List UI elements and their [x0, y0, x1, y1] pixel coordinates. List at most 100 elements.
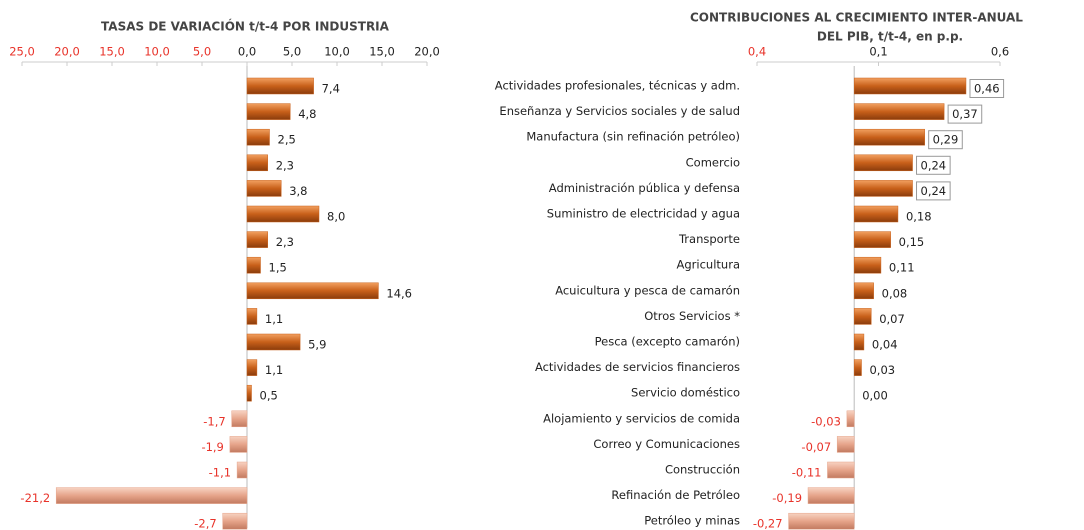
label-box [947, 104, 983, 124]
label-box [928, 130, 963, 150]
value-label: 0,15 [899, 235, 925, 249]
bar [853, 77, 967, 95]
value-label: 2,3 [276, 235, 294, 249]
category-label: Suministro de electricidad y agua [547, 207, 740, 221]
bar [827, 461, 855, 479]
value-label: -1,1 [209, 466, 231, 480]
x-tick-label: 15,0 [99, 45, 125, 59]
bar [853, 256, 882, 274]
category-label: Construcción [665, 463, 740, 477]
value-label: -0,19 [772, 491, 802, 505]
x-tick-label: 0,0 [238, 45, 256, 59]
value-label: 0,03 [869, 363, 895, 377]
chart-title: TASAS DE VARIACIÓN t/t-4 POR INDUSTRIA [101, 19, 390, 34]
bar [246, 333, 301, 351]
value-label: 1,1 [265, 312, 283, 326]
value-label: -2,7 [194, 517, 216, 530]
category-label: Administración pública y defensa [549, 181, 740, 195]
bar [246, 231, 268, 248]
value-label: 0,08 [882, 286, 908, 300]
value-label: 0,00 [862, 389, 888, 403]
value-label: 0,5 [260, 389, 278, 403]
category-label: Refinación de Petróleo [611, 488, 740, 502]
value-label: 3,8 [289, 184, 307, 198]
x-tick-label: 5,0 [193, 45, 211, 59]
value-label: 14,6 [386, 286, 412, 300]
x-tick-label: 10,0 [324, 45, 350, 59]
value-label: -1,9 [201, 440, 223, 454]
category-label: Agricultura [677, 258, 740, 272]
bar [246, 308, 258, 325]
value-label: -0,11 [792, 466, 822, 480]
value-label: 0,46 [974, 82, 1000, 96]
x-tick-label: 0,4 [748, 45, 766, 59]
x-tick-label: 25,0 [9, 45, 35, 59]
value-label: 7,4 [322, 82, 340, 96]
label-box [916, 181, 951, 201]
category-label: Actividades de servicios financieros [535, 360, 740, 374]
bar [853, 308, 872, 325]
bar [246, 154, 268, 172]
chart-title: CONTRIBUCIONES AL CRECIMIENTO INTER-ANUA… [690, 11, 1023, 25]
value-label: -0,07 [801, 440, 831, 454]
value-label: 0,24 [921, 158, 947, 172]
bar [246, 77, 314, 95]
bar [853, 103, 945, 120]
bar [853, 333, 865, 351]
bar [229, 436, 248, 453]
x-tick-label: 20,0 [54, 45, 80, 59]
bar [246, 205, 320, 223]
category-label: Comercio [686, 155, 740, 169]
value-label: 0,24 [921, 184, 947, 198]
x-tick-label: 20,0 [414, 45, 440, 59]
category-label: Correo y Comunicaciones [593, 437, 740, 451]
bar [246, 359, 258, 376]
category-label: Transporte [678, 232, 740, 246]
value-label: -0,03 [811, 414, 841, 428]
x-tick-label: 5,0 [283, 45, 301, 59]
category-label: Actividades profesionales, técnicas y ad… [495, 79, 740, 93]
bar [853, 128, 925, 146]
value-label: 1,1 [265, 363, 283, 377]
label-box [969, 79, 1005, 98]
value-label: 0,29 [933, 133, 959, 147]
bar [788, 512, 855, 530]
value-label: 2,3 [276, 158, 294, 172]
bar [246, 384, 252, 402]
value-label: -21,2 [20, 491, 50, 505]
bar [231, 410, 248, 428]
category-label: Petróleo y minas [644, 514, 740, 528]
value-label: 8,0 [327, 210, 345, 224]
bar [846, 410, 855, 428]
category-label: Servicio doméstico [631, 386, 740, 400]
bar [236, 461, 248, 479]
category-label: Enseñanza y Servicios sociales y de salu… [499, 104, 740, 118]
x-tick-label: 0,1 [869, 45, 887, 59]
value-label: 0,11 [889, 261, 915, 275]
chart-subtitle: DEL PIB, t/t-4, en p.p. [817, 30, 963, 44]
bar [853, 154, 913, 172]
value-label: 4,8 [298, 107, 316, 121]
value-label: 0,07 [879, 312, 905, 326]
value-label: 0,04 [872, 338, 898, 352]
label-box [916, 155, 951, 175]
value-label: 5,9 [308, 338, 326, 352]
bar [246, 282, 379, 300]
bar [807, 487, 855, 504]
x-tick-label: 15,0 [369, 45, 395, 59]
bar [222, 512, 248, 530]
x-tick-label: 0,6 [991, 45, 1009, 59]
bar [246, 103, 291, 120]
bar [853, 282, 874, 300]
value-label: -1,7 [203, 414, 225, 428]
bar [55, 487, 248, 504]
value-label: 1,5 [269, 261, 287, 275]
bar [853, 359, 862, 376]
category-label: Acuicultura y pesca de camarón [555, 283, 740, 297]
bar [246, 180, 282, 197]
category-label: Alojamiento y servicios de comida [543, 411, 740, 425]
value-label: 0,18 [906, 210, 932, 224]
category-label: Pesca (excepto camarón) [595, 335, 740, 349]
value-label: -0,27 [753, 517, 783, 530]
